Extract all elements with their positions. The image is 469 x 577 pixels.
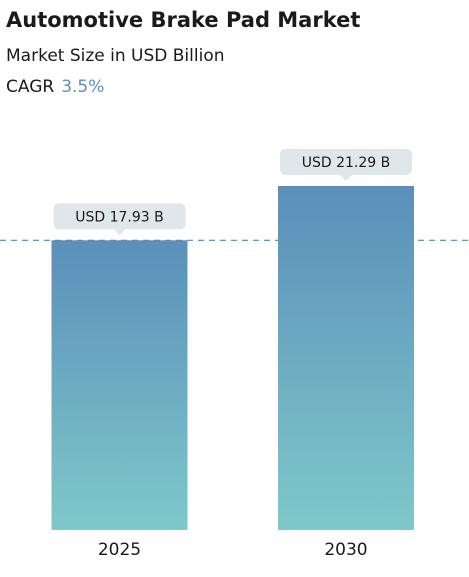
- bar: [278, 186, 414, 530]
- value-label-box: [280, 149, 412, 175]
- x-tick-label: 2025: [98, 540, 141, 560]
- chart-title: Automotive Brake Pad Market: [6, 8, 360, 32]
- value-label: USD 17.93 B: [75, 209, 164, 225]
- cagr-value: 3.5%: [61, 77, 104, 97]
- value-label-pointer: [340, 175, 352, 181]
- value-label-pointer: [113, 229, 126, 236]
- value-label-box: [53, 203, 186, 230]
- cagr-text: CAGR 3.5%: [6, 77, 104, 97]
- chart-subtitle: Market Size in USD Billion: [6, 46, 225, 66]
- x-tick-label: 2030: [324, 540, 367, 560]
- bar: [51, 240, 188, 530]
- value-label: USD 21.29 B: [302, 155, 391, 171]
- cagr-label: CAGR: [6, 77, 54, 97]
